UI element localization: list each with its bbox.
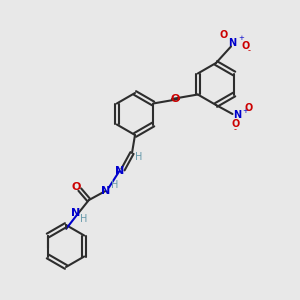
Text: O: O [71,182,81,192]
Text: H: H [111,180,118,190]
Text: +: + [238,35,244,41]
Text: H: H [135,152,142,163]
Text: O: O [231,119,240,129]
Text: N: N [228,38,237,49]
Text: N: N [233,110,241,121]
Text: N: N [101,186,110,196]
Text: -: - [248,46,250,56]
Text: O: O [220,30,228,40]
Text: H: H [80,214,87,224]
Text: -: - [234,125,237,134]
Text: N: N [115,166,124,176]
Text: O: O [171,94,180,104]
Text: N: N [71,208,80,218]
Text: +: + [242,108,248,114]
Text: O: O [242,41,250,52]
Text: O: O [244,103,253,113]
